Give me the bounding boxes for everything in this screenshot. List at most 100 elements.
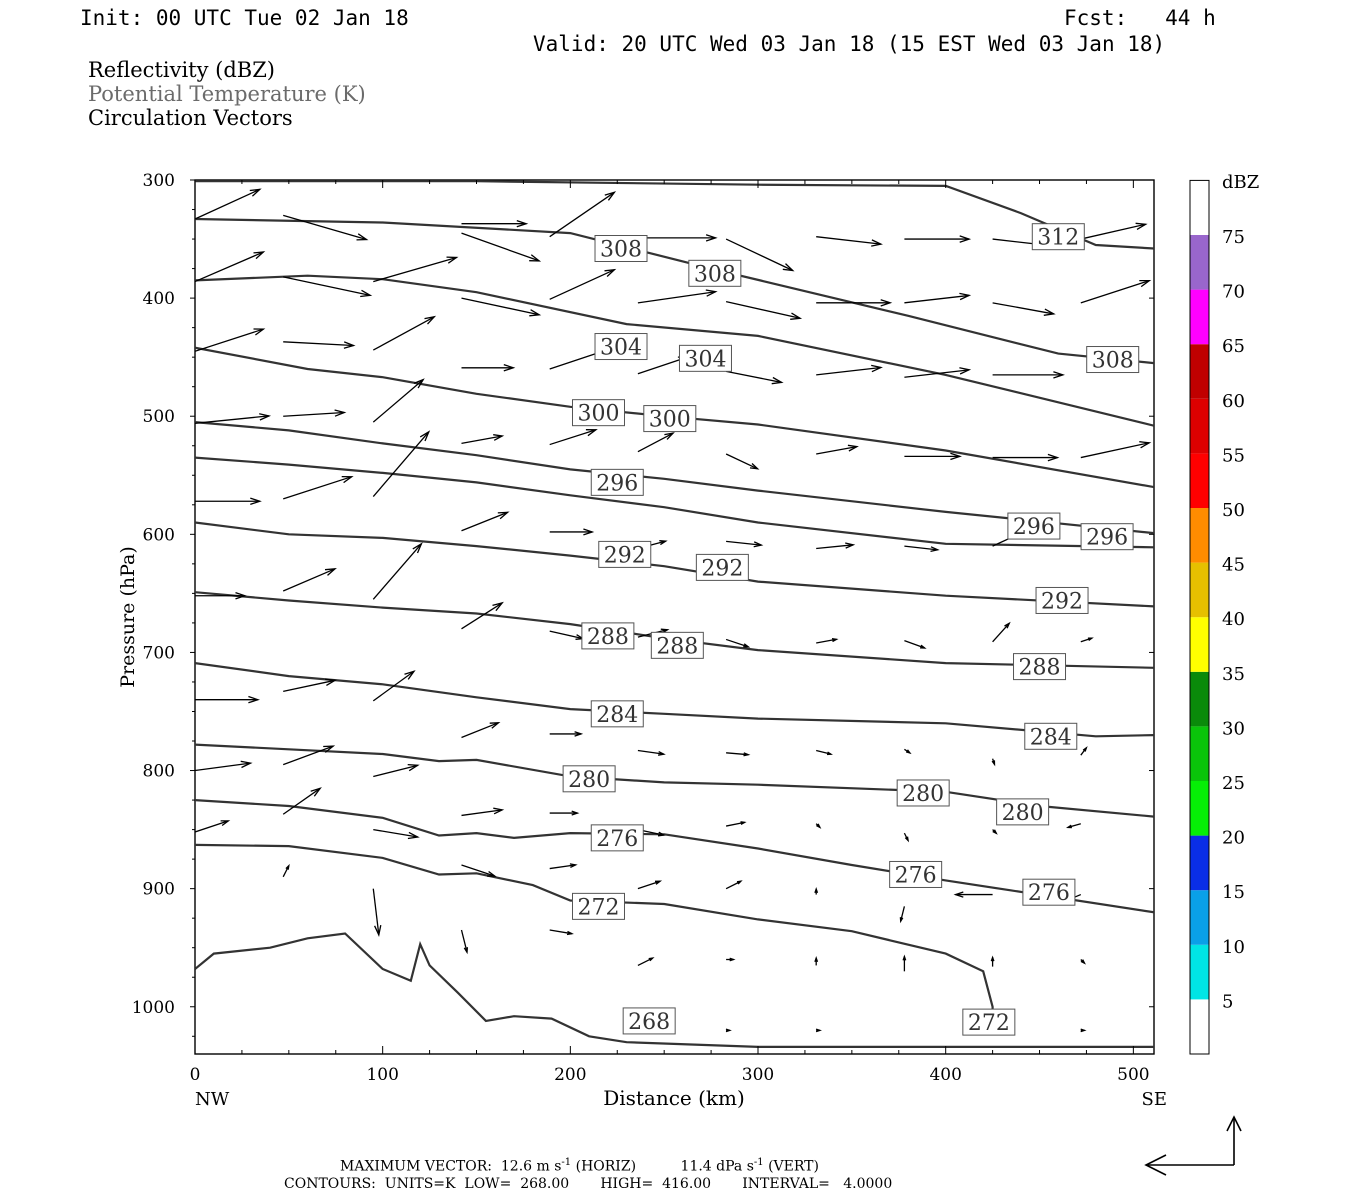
y-tick-label: 400 <box>143 289 175 309</box>
theta-contour-label: 276 <box>1022 878 1076 906</box>
circulation-vector <box>195 251 266 283</box>
theta-contour-304 <box>195 346 1154 489</box>
circulation-vector <box>283 409 347 417</box>
colorbar-label: 55 <box>1222 445 1245 466</box>
svg-text:292: 292 <box>701 556 743 581</box>
circulation-vector <box>725 638 751 648</box>
circulation-vector <box>904 640 927 649</box>
colorbar-segment <box>1190 453 1209 508</box>
circulation-vector <box>816 444 859 455</box>
circulation-vector <box>814 955 819 966</box>
circulation-vector <box>372 430 431 497</box>
svg-text:292: 292 <box>1041 589 1083 614</box>
circulation-vector <box>904 748 912 755</box>
circulation-vector <box>816 749 833 756</box>
colorbar-label: 5 <box>1222 991 1233 1012</box>
y-tick-label: 600 <box>143 525 175 545</box>
theta-contour-268 <box>195 932 1154 1048</box>
circulation-vector <box>373 256 459 283</box>
circulation-vector <box>372 670 416 702</box>
theta-contour-label: 280 <box>562 765 616 793</box>
circulation-vector <box>904 545 940 553</box>
theta-contour-label: 268 <box>622 1007 676 1035</box>
circulation-vector <box>725 238 795 272</box>
theta-contour-label: 288 <box>1013 653 1067 681</box>
colorbar-segment <box>1190 289 1209 345</box>
circulation-vector <box>1080 1028 1087 1033</box>
x-axis: 0 100 200 300 400 500 <box>190 180 1150 1085</box>
circulation-vector <box>549 731 584 737</box>
theta-contour-label: 308 <box>688 259 742 287</box>
circulation-vector <box>1065 823 1081 829</box>
circulation-vector <box>549 810 580 816</box>
circulation-vector <box>992 621 1011 643</box>
colorbar-label: 65 <box>1222 336 1245 357</box>
circulation-vector <box>992 829 998 835</box>
svg-text:312: 312 <box>1037 226 1079 251</box>
circulation-vector <box>1080 441 1152 459</box>
svg-text:288: 288 <box>587 625 629 650</box>
colorbar-label: 20 <box>1222 828 1245 849</box>
svg-text:276: 276 <box>1028 881 1070 906</box>
circulation-vector <box>725 821 747 827</box>
theta-contour-label: 296 <box>1080 523 1134 551</box>
circulation-vector <box>461 864 497 877</box>
x-tick-label: 400 <box>929 1065 961 1085</box>
colorbar-label: 75 <box>1222 227 1245 248</box>
colorbar-segment <box>1190 781 1209 836</box>
colorbar-segment <box>1190 726 1209 781</box>
circulation-vector <box>899 906 906 924</box>
theta-contour-label: 308 <box>1086 346 1140 374</box>
theta-contour-label: 280 <box>996 798 1050 826</box>
y-tick-label: 800 <box>143 762 175 782</box>
circulation-vector <box>282 567 337 592</box>
circulation-vector <box>195 695 260 704</box>
x-tick-label: 100 <box>366 1065 398 1085</box>
colorbar-unit: dBZ <box>1222 172 1259 193</box>
colorbar-label: 50 <box>1222 500 1245 521</box>
circulation-vector <box>725 370 784 385</box>
circulation-vector <box>815 823 822 829</box>
circulation-vector <box>195 820 231 833</box>
circulation-vector <box>726 957 736 962</box>
theta-contour-label: 292 <box>1035 586 1089 614</box>
theta-contour-label: 304 <box>678 344 732 372</box>
circulation-vector <box>283 678 338 693</box>
y-tick-label: 500 <box>143 407 175 427</box>
y-tick-label: 700 <box>143 643 175 663</box>
colorbar-segment <box>1190 890 1209 945</box>
theta-contour-label: 300 <box>571 399 625 427</box>
circulation-vector <box>549 630 586 640</box>
theta-contour-272 <box>195 843 994 1033</box>
svg-text:276: 276 <box>895 863 937 888</box>
circulation-vector <box>549 528 595 536</box>
circulation-vector <box>461 434 505 445</box>
circulation-vector <box>726 752 751 757</box>
colorbar-segment <box>1190 235 1209 290</box>
svg-text:300: 300 <box>649 408 691 433</box>
svg-text:308: 308 <box>1092 349 1134 374</box>
maximum-vector-note: MAXIMUM VECTOR: 12.6 m s-1 (HORIZ) 11.4 … <box>340 1157 819 1175</box>
x-tick-label: 200 <box>554 1065 586 1085</box>
theta-contour-label: 284 <box>590 700 644 728</box>
circulation-vector <box>814 886 819 895</box>
x-tick-label: 0 <box>190 1065 201 1085</box>
circulation-vector <box>461 297 542 317</box>
circulation-vector <box>549 863 578 870</box>
colorbar-segment <box>1190 562 1209 618</box>
plot-frame <box>194 179 1155 1055</box>
svg-text:308: 308 <box>600 238 642 263</box>
circulation-vector <box>283 214 369 241</box>
circulation-vector <box>195 413 272 424</box>
circulation-vector <box>637 432 675 453</box>
circulation-vector <box>372 315 437 351</box>
theta-contour-label: 276 <box>590 824 644 852</box>
theta-contour-label: 272 <box>962 1008 1016 1036</box>
svg-text:308: 308 <box>694 262 736 287</box>
svg-text:280: 280 <box>568 768 610 793</box>
theta-contour-label: 288 <box>581 622 635 650</box>
circulation-vector <box>372 542 423 600</box>
svg-text:280: 280 <box>902 782 944 807</box>
y-tick-label: 300 <box>143 171 175 191</box>
x-axis-label: Distance (km) <box>603 1086 745 1110</box>
